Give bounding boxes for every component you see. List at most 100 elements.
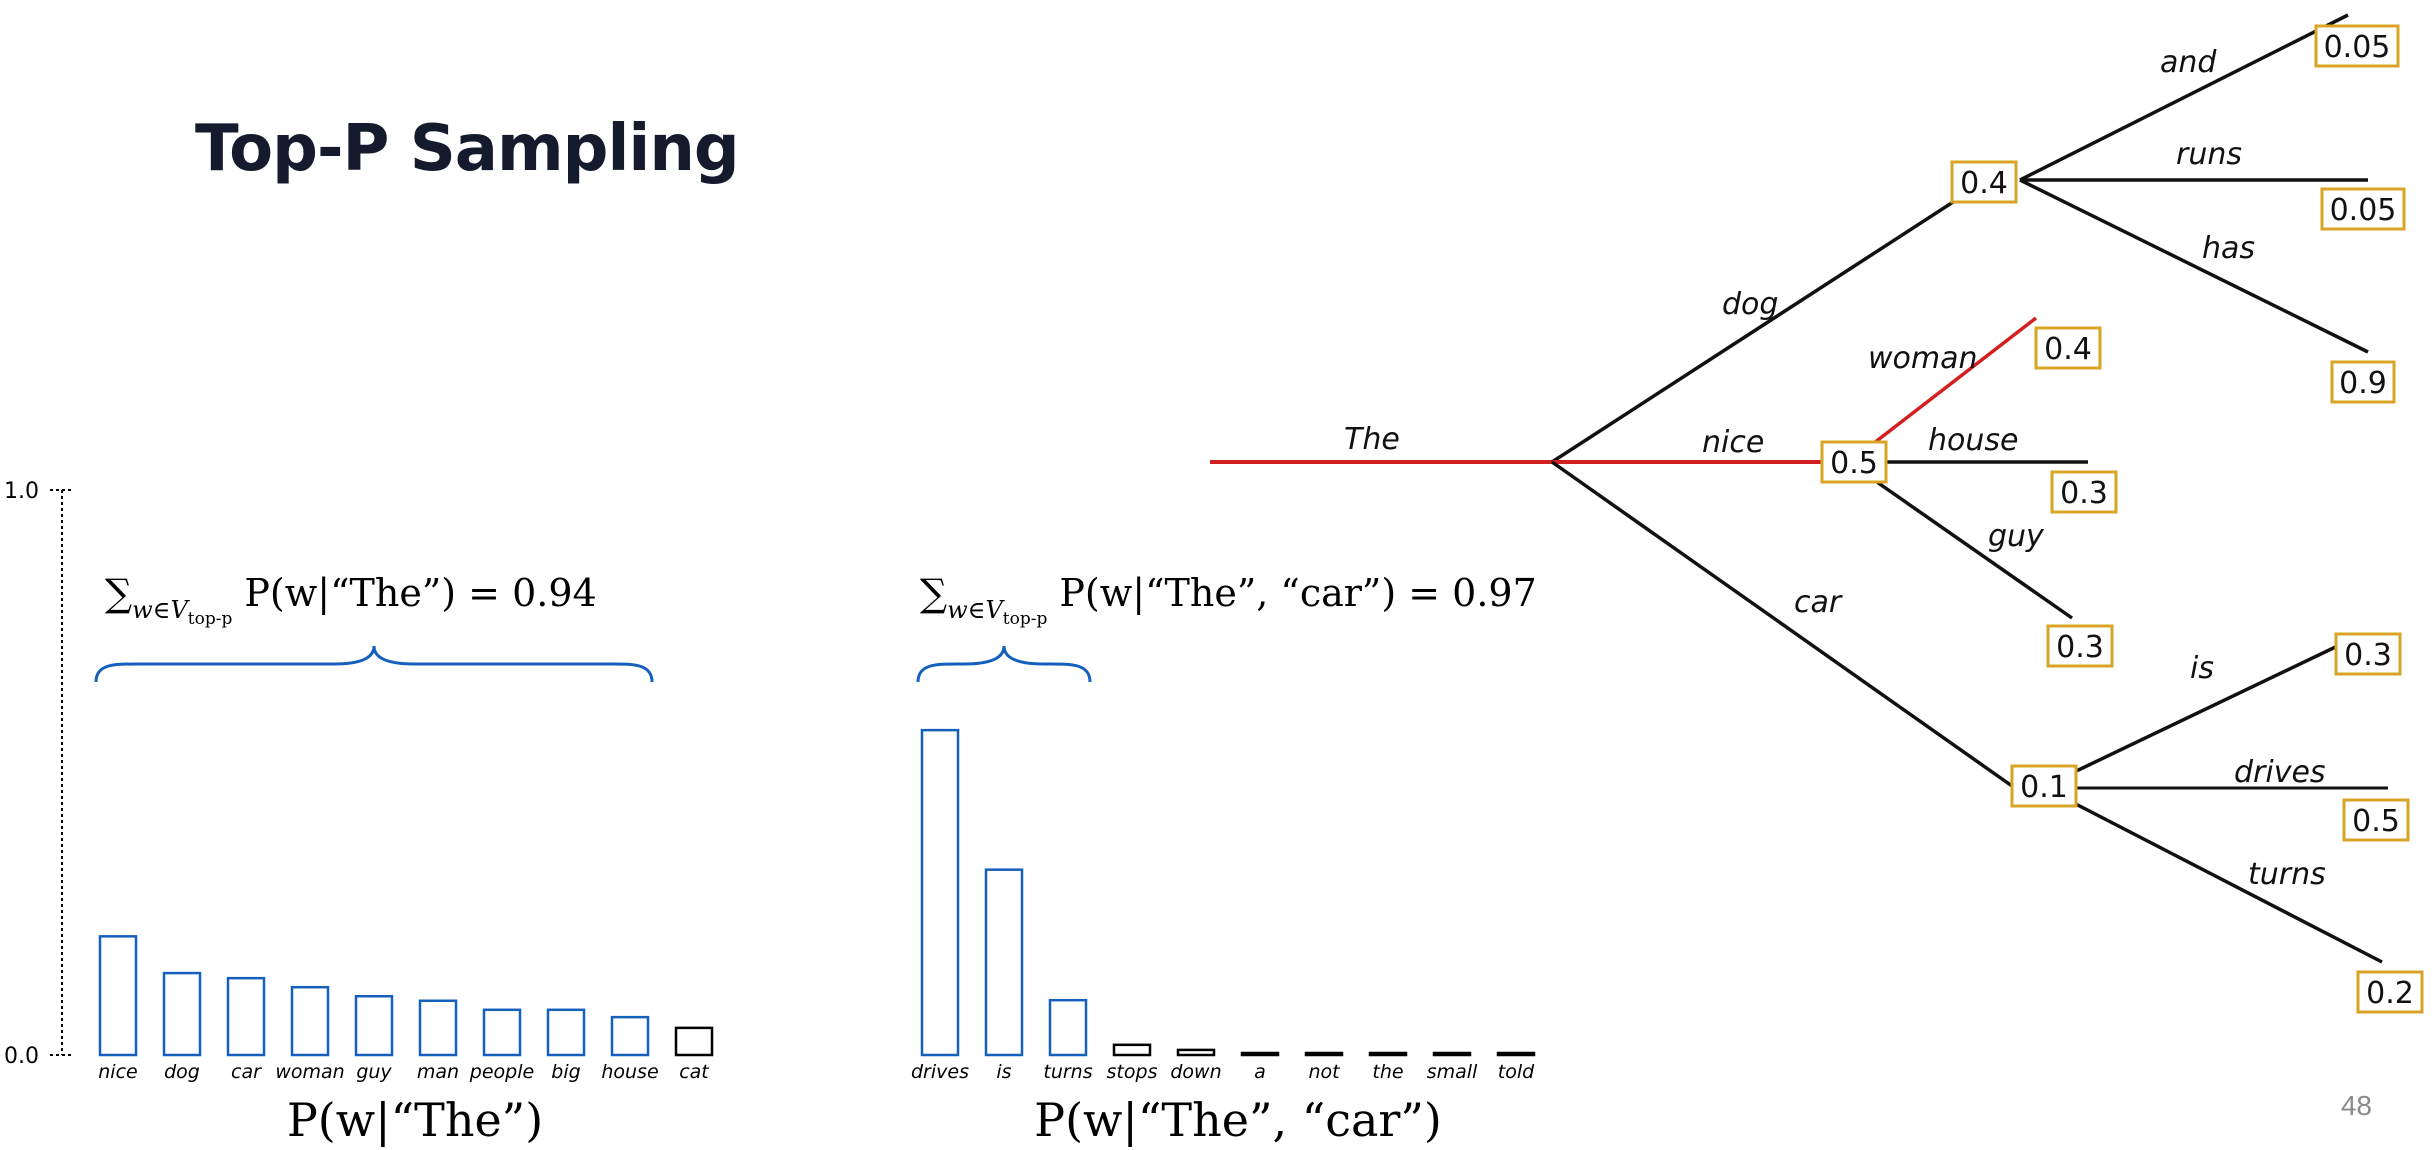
word-is: is <box>2190 651 2214 686</box>
bar-big <box>546 1008 586 1057</box>
bar-house <box>610 1015 650 1057</box>
prob-box-house: 0.3 <box>2050 470 2118 514</box>
bars-the <box>98 935 714 1057</box>
sum-subsubscript: top-p <box>188 609 233 629</box>
edge-dog <box>1551 180 1985 464</box>
tick-label-turns: turns <box>1043 1061 1092 1083</box>
edge-has <box>2019 178 2369 354</box>
prob-box-dog: 0.4 <box>1950 160 2018 204</box>
word-house: house <box>1928 423 2018 458</box>
sampling-tree: The dog nice car and runs has woman hous… <box>1210 13 2424 1014</box>
tick-label-the: the <box>1372 1061 1403 1083</box>
svg-text:0.3: 0.3 <box>2060 476 2108 511</box>
top-p-brace-the <box>94 645 654 683</box>
edge-is <box>2067 639 2349 777</box>
tick-label-guy: guy <box>356 1061 392 1083</box>
svg-text:0.4: 0.4 <box>1960 166 2008 201</box>
prob-box-turns: 0.2 <box>2356 970 2424 1014</box>
tick-label-dog: dog <box>164 1061 200 1083</box>
prob-box-car: 0.1 <box>2010 764 2078 808</box>
tick-label-house: house <box>601 1061 658 1083</box>
bar-down <box>1176 1048 1216 1057</box>
tick-labels-the: nice dog car woman guy man people big house cat <box>98 1061 710 1083</box>
tick-label-down: down <box>1170 1061 1221 1083</box>
bar-woman <box>290 985 330 1057</box>
tick-label-nice: nice <box>98 1061 137 1083</box>
tick-label-small: small <box>1427 1061 1478 1083</box>
tick-label-people: people <box>469 1061 534 1083</box>
sum-expression: P(w|“The”, “car”) = 0.97 <box>1059 571 1536 615</box>
edge-guy <box>1872 478 2074 620</box>
prob-box-woman: 0.4 <box>2034 326 2102 370</box>
svg-text:0.5: 0.5 <box>1830 446 1878 481</box>
sum-expression: P(w|“The”) = 0.94 <box>244 571 596 615</box>
svg-text:0.9: 0.9 <box>2339 366 2387 401</box>
sum-sigma: ∑ <box>105 571 132 615</box>
slide-title: Top-P Sampling <box>195 112 740 186</box>
bar-nice <box>98 935 138 1057</box>
chart-the-car: ∑w∈Vtop-p P(w|“The”, “car”) = 0.97 drives… <box>911 571 1537 1147</box>
sum-formula-the: ∑w∈Vtop-p P(w|“The”) = 0.94 <box>105 571 597 629</box>
tick-label-cat: cat <box>679 1061 710 1083</box>
prob-box-nice: 0.5 <box>1820 440 1888 484</box>
prob-box-is: 0.3 <box>2334 632 2402 676</box>
word-woman: woman <box>1868 341 1978 376</box>
axis-label-bottom: 0.0 <box>4 1044 39 1069</box>
bar-is <box>984 868 1024 1057</box>
bar-a <box>1240 1051 1280 1057</box>
tick-label-woman: woman <box>275 1061 344 1083</box>
prob-box-has: 0.9 <box>2330 360 2396 404</box>
word-and: and <box>2160 45 2217 80</box>
tick-label-told: told <box>1498 1061 1535 1083</box>
probability-axis: 1.0 0.0 <box>4 479 74 1069</box>
tick-label-drives: drives <box>911 1061 969 1083</box>
bar-dog <box>162 971 202 1057</box>
sum-subsubscript: top-p <box>1003 609 1048 629</box>
caption-the-car: P(w|“The”, “car”) <box>1034 1093 1442 1147</box>
svg-text:0.1: 0.1 <box>2020 770 2068 805</box>
prob-box-guy: 0.3 <box>2046 624 2114 668</box>
tick-label-is: is <box>996 1061 1011 1083</box>
bar-man <box>418 999 458 1057</box>
word-drives: drives <box>2234 755 2326 790</box>
word-dog: dog <box>1722 287 1778 322</box>
tick-label-not: not <box>1308 1061 1341 1083</box>
bar-turns <box>1048 998 1088 1057</box>
svg-text:0.5: 0.5 <box>2352 804 2400 839</box>
bar-told <box>1496 1051 1536 1057</box>
bars-the-car <box>920 728 1536 1057</box>
axis-label-top: 1.0 <box>4 479 39 504</box>
bar-not <box>1304 1051 1344 1057</box>
svg-text:0.2: 0.2 <box>2366 976 2414 1011</box>
svg-text:0.3: 0.3 <box>2344 638 2392 673</box>
tick-label-a: a <box>1254 1061 1266 1083</box>
bar-people <box>482 1008 522 1057</box>
chart-the: ∑w∈Vtop-p P(w|“The”) = 0.94 nice dog car wom… <box>94 571 714 1147</box>
bar-the <box>1368 1051 1408 1057</box>
tick-label-stops: stops <box>1107 1061 1158 1083</box>
page-number: 48 <box>2340 1090 2372 1121</box>
tick-label-car: car <box>231 1061 262 1083</box>
sum-subscript: w∈V <box>947 596 1005 624</box>
word-the: The <box>1344 422 1400 457</box>
caption-the: P(w|“The”) <box>287 1093 543 1147</box>
sum-formula-the-car: ∑w∈Vtop-p P(w|“The”, “car”) = 0.97 <box>920 571 1537 629</box>
tick-labels-the-car: drives is turns stops down a not the small told <box>911 1061 1535 1083</box>
bar-cat <box>674 1026 714 1057</box>
prob-box-runs: 0.05 <box>2320 187 2406 231</box>
sum-subscript: w∈V <box>132 596 190 624</box>
prob-box-and: 0.05 <box>2314 24 2400 68</box>
svg-text:0.05: 0.05 <box>2324 30 2391 65</box>
sum-sigma: ∑ <box>920 571 947 615</box>
word-car: car <box>1794 585 1843 620</box>
top-p-brace-the-car <box>916 645 1092 683</box>
word-guy: guy <box>1988 519 2045 554</box>
word-has: has <box>2202 231 2255 266</box>
edge-woman <box>1872 316 2038 445</box>
word-turns: turns <box>2248 857 2326 892</box>
edge-car <box>1550 460 2014 788</box>
edge-and <box>2019 13 2349 182</box>
word-nice: nice <box>1702 425 1764 460</box>
